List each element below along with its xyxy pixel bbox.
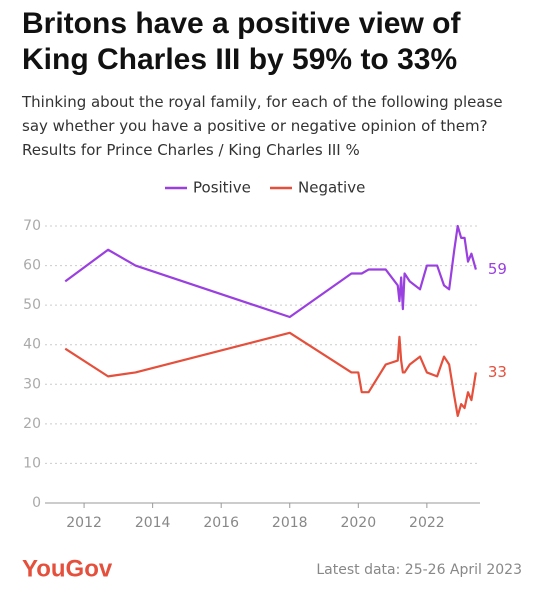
end-value-label: 59 — [488, 260, 507, 278]
y-tick-label: 0 — [32, 495, 41, 511]
y-tick-label: 30 — [23, 376, 41, 392]
y-tick-label: 60 — [23, 258, 41, 274]
x-tick-label: 2020 — [340, 515, 376, 531]
y-tick-label: 70 — [23, 218, 41, 234]
y-tick-label: 10 — [23, 455, 41, 471]
note: Latest data: 25-26 April 2023 — [316, 562, 522, 578]
end-value-label: 33 — [488, 363, 507, 381]
series-line — [64, 331, 477, 418]
legend-label: Negative — [298, 179, 365, 197]
chart-title: Britons have a positive view of King Cha… — [22, 7, 461, 76]
x-tick-label: 2012 — [66, 515, 102, 531]
legend-label: Positive — [193, 179, 251, 197]
y-tick-label: 50 — [23, 297, 41, 313]
series-line — [64, 224, 477, 319]
y-tick-label: 40 — [23, 337, 41, 353]
source-logo: YouGov — [22, 555, 113, 582]
x-tick-label: 2022 — [409, 515, 445, 531]
x-tick-label: 2016 — [203, 515, 239, 531]
chart-subtitle: Thinking about the royal family, for eac… — [22, 93, 503, 159]
y-tick-label: 20 — [23, 416, 41, 432]
x-tick-label: 2014 — [135, 515, 171, 531]
x-tick-label: 2018 — [272, 515, 308, 531]
